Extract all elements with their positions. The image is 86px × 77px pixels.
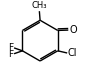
Text: Cl: Cl: [68, 48, 77, 58]
Text: F: F: [8, 43, 13, 52]
Text: O: O: [69, 25, 77, 35]
Text: CH₃: CH₃: [32, 1, 47, 10]
Text: F: F: [8, 50, 13, 59]
